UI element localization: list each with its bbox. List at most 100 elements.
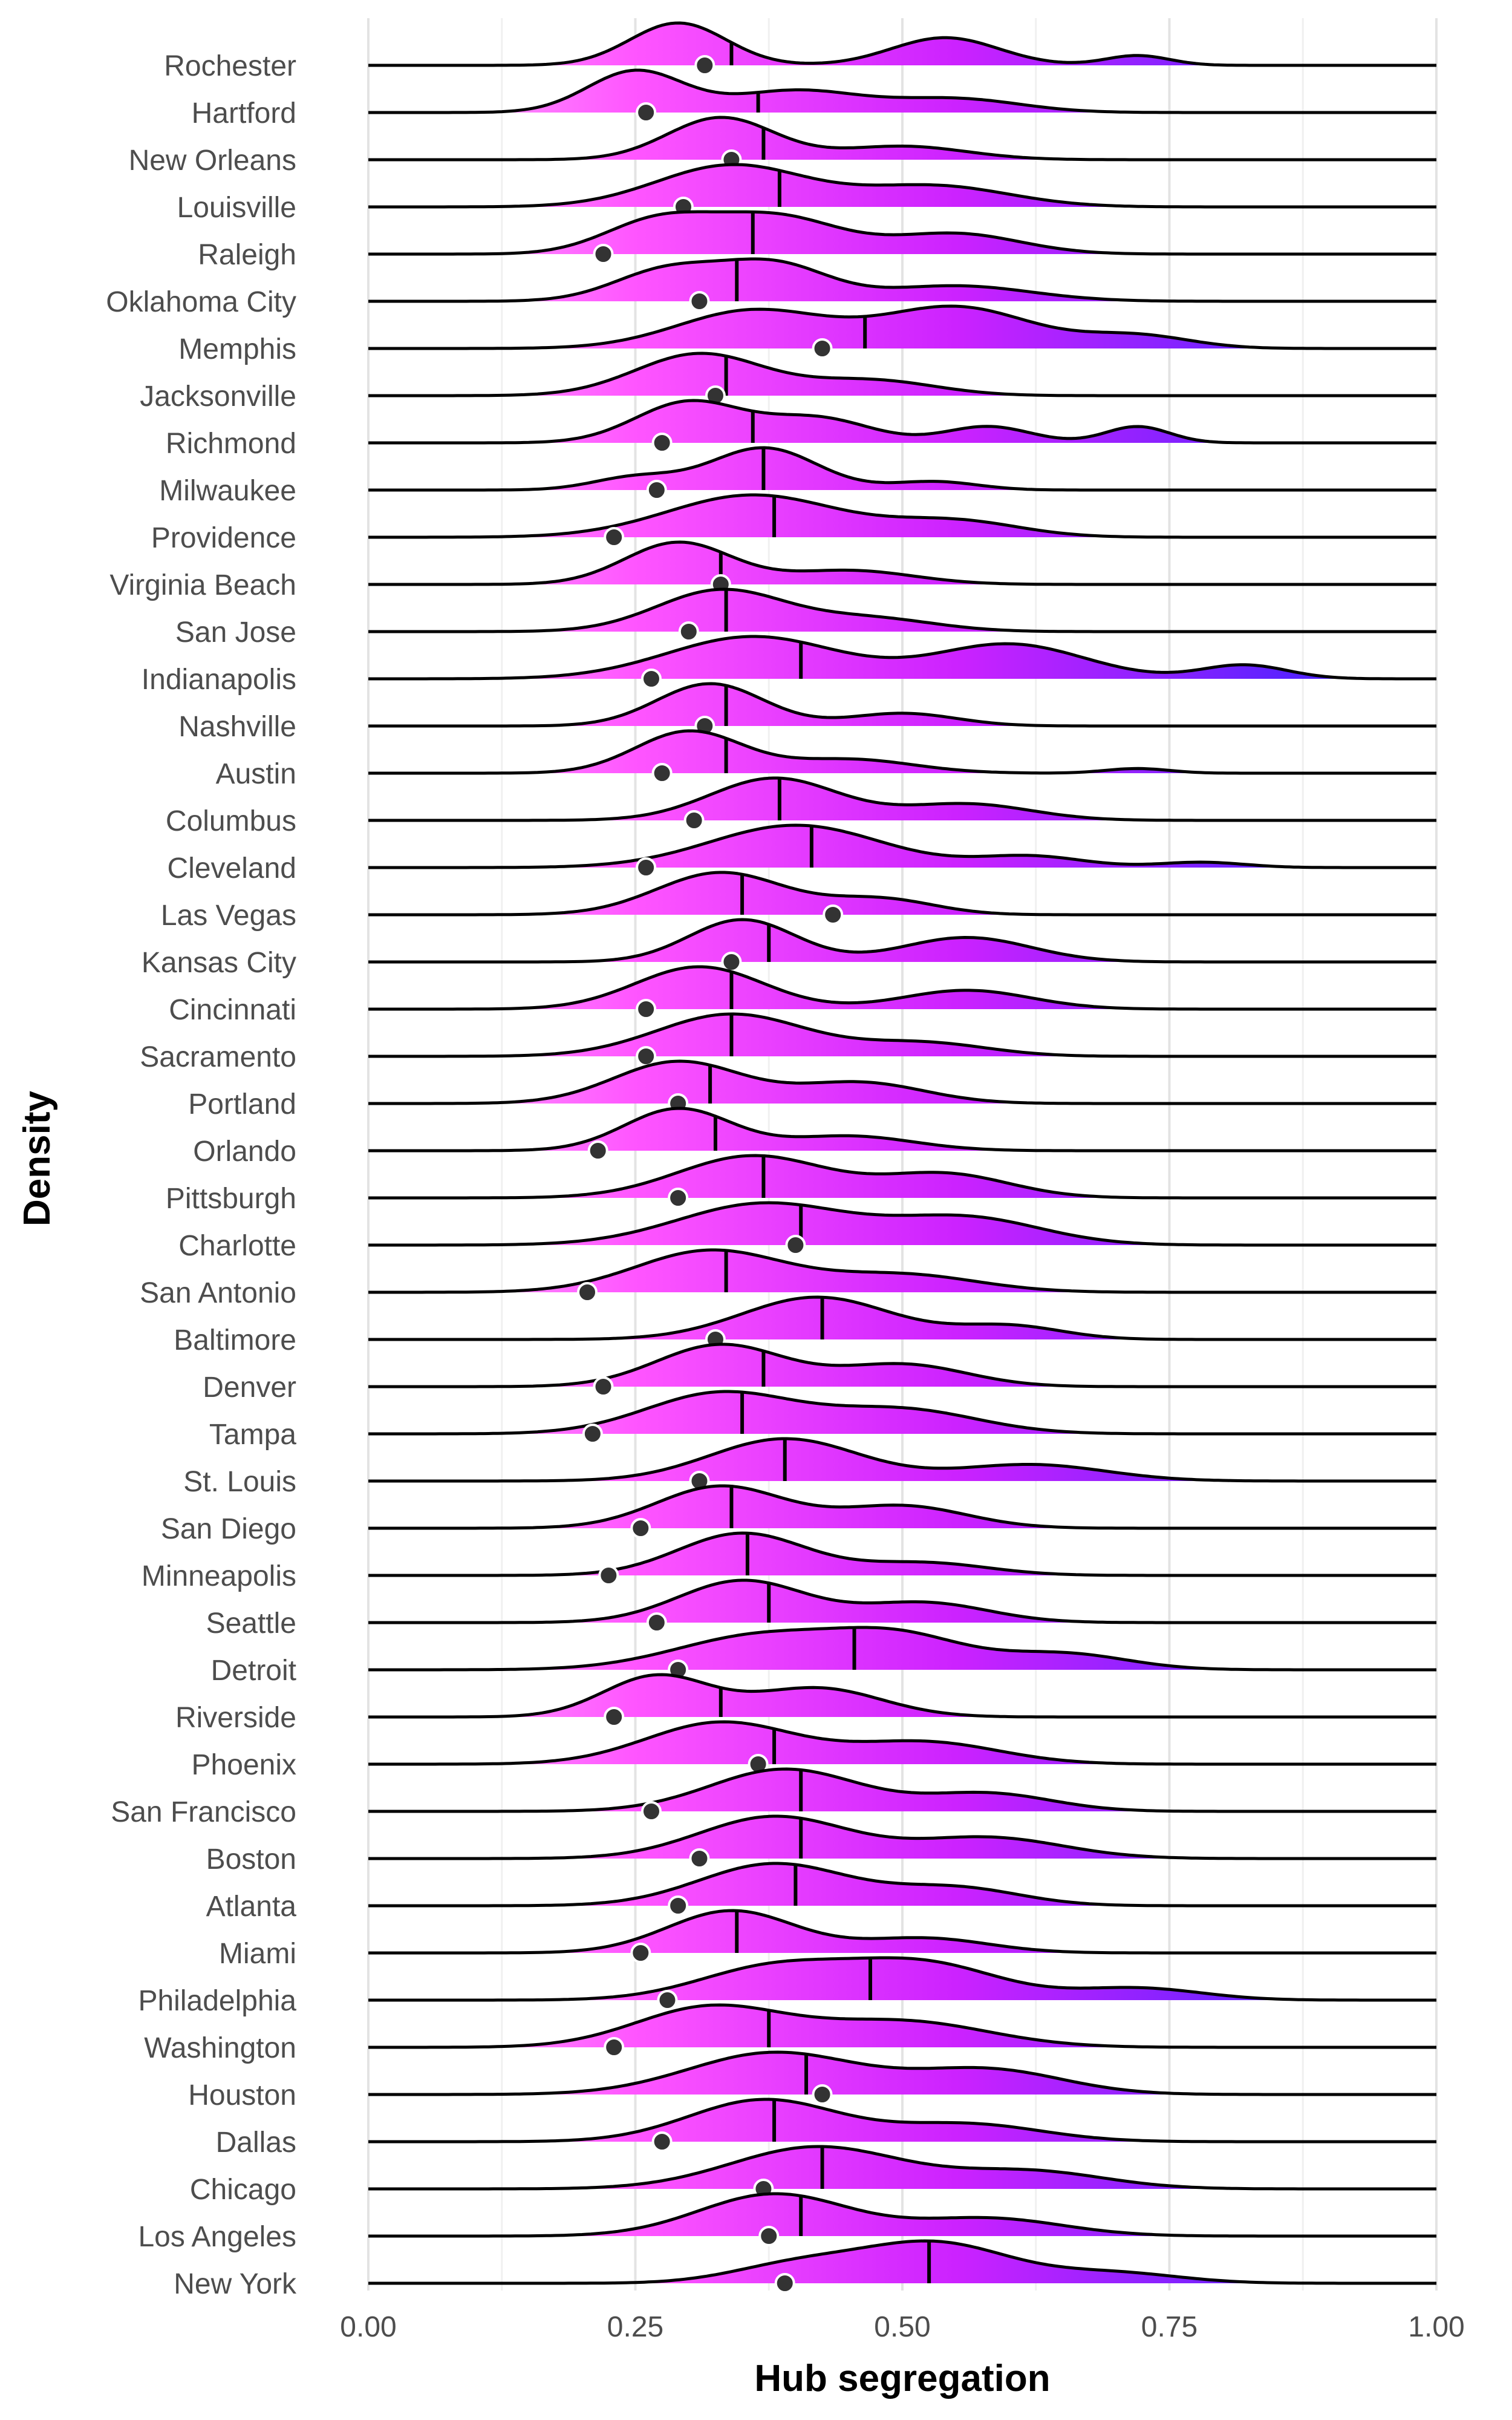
- ridge-oklahoma-city: [368, 257, 1436, 312]
- ridge-los-angeles: [368, 2192, 1436, 2246]
- ridge-tampa: [368, 1390, 1436, 1444]
- ridge-fill: [368, 353, 1436, 396]
- y-tick-label: Boston: [206, 1843, 296, 1876]
- x-tick-label: 0.50: [874, 2311, 930, 2343]
- ridge-miami: [368, 1909, 1436, 1963]
- ridge-san-antonio: [368, 1248, 1436, 1303]
- ridge-washington: [368, 2003, 1436, 2058]
- ridge-outline: [368, 2050, 1436, 2096]
- ridge-indianapolis: [368, 635, 1436, 689]
- city-point: [812, 338, 833, 359]
- ridge-fill: [368, 448, 1436, 490]
- y-tick-label: Detroit: [211, 1655, 296, 1687]
- city-point: [823, 904, 844, 925]
- city-point: [577, 1282, 598, 1303]
- y-tick-label: Miami: [219, 1938, 296, 1970]
- y-tick-label: Hartford: [192, 97, 296, 129]
- ridge-fill: [368, 1439, 1436, 1481]
- ridge-fill: [368, 1580, 1436, 1623]
- ridge-outline: [368, 871, 1436, 917]
- ridge-outline: [368, 257, 1436, 303]
- ridge-outline: [368, 352, 1436, 397]
- y-tick-label: Providence: [151, 522, 296, 554]
- ridge-outline: [368, 1437, 1436, 1483]
- ridge-san-diego: [368, 1484, 1436, 1539]
- ridge-san-francisco: [368, 1767, 1436, 1822]
- ridge-rochester: [368, 21, 1436, 76]
- y-tick-label: Los Angeles: [138, 2221, 296, 2253]
- y-tick-label: New York: [174, 2268, 297, 2300]
- ridge-outline: [368, 2192, 1436, 2238]
- y-tick-label: Virginia Beach: [109, 569, 296, 601]
- ridge-fill: [368, 1958, 1436, 2000]
- ridge-fill: [368, 589, 1436, 632]
- ridge-outline: [368, 587, 1436, 633]
- y-tick-label: Oklahoma City: [106, 286, 296, 318]
- city-point: [598, 1565, 619, 1586]
- ridge-raleigh: [368, 210, 1436, 264]
- y-tick-label: Cleveland: [168, 852, 296, 885]
- city-point: [689, 291, 710, 312]
- ridge-phoenix: [368, 1720, 1436, 1774]
- ridge-fill: [368, 70, 1436, 113]
- y-tick-label: Pittsburgh: [166, 1183, 296, 1215]
- ridge-outline: [368, 116, 1436, 162]
- ridge-fill: [368, 2241, 1436, 2283]
- ridge-outline: [368, 823, 1436, 869]
- ridge-outline: [368, 1154, 1436, 1200]
- ridge-fill: [368, 1108, 1436, 1151]
- ridge-richmond: [368, 399, 1436, 453]
- city-point: [721, 952, 742, 972]
- ridge-fill: [368, 401, 1436, 443]
- y-tick-label: Kansas City: [142, 947, 296, 979]
- ridge-fill: [368, 1769, 1436, 1811]
- city-point: [651, 2131, 673, 2152]
- city-point: [630, 1518, 651, 1539]
- ridge-orlando: [368, 1107, 1436, 1161]
- ridge-outline: [368, 1862, 1436, 1908]
- y-tick-label: Columbus: [166, 805, 296, 837]
- y-tick-label: Baltimore: [174, 1324, 296, 1356]
- ridge-outline: [368, 1626, 1436, 1672]
- y-tick-label: San Antonio: [140, 1277, 296, 1309]
- y-tick-label: Riverside: [175, 1702, 296, 1734]
- ridge-jacksonville: [368, 352, 1436, 406]
- ridge-fill: [368, 1014, 1436, 1056]
- ridge-outline: [368, 68, 1436, 114]
- y-tick-label: Las Vegas: [161, 900, 296, 932]
- ridge-columbus: [368, 776, 1436, 831]
- ridge-fill: [368, 1816, 1436, 1859]
- ridge-fill: [368, 684, 1436, 726]
- ridge-outline: [368, 1107, 1436, 1153]
- ridge-outline: [368, 2098, 1436, 2144]
- ridge-fill: [368, 1392, 1436, 1434]
- ridge-outline: [368, 304, 1436, 350]
- ridge-denver: [368, 1342, 1436, 1397]
- ridge-fill: [368, 920, 1436, 962]
- y-tick-label: Milwaukee: [159, 475, 296, 507]
- ridge-outline: [368, 1295, 1436, 1341]
- ridge-fill: [368, 1297, 1436, 1339]
- city-point: [651, 433, 673, 453]
- ridge-fill: [368, 1627, 1436, 1670]
- ridge-dallas: [368, 2098, 1436, 2152]
- y-tick-label: Minneapolis: [142, 1560, 296, 1592]
- y-tick-label: Louisville: [177, 192, 296, 224]
- ridge-fill: [368, 1486, 1436, 1528]
- ridge-san-jose: [368, 587, 1436, 642]
- ridge-pittsburgh: [368, 1154, 1436, 1208]
- ridge-outline: [368, 1484, 1436, 1530]
- x-axis-title: Hub segregation: [754, 2358, 1050, 2399]
- ridge-outline: [368, 2003, 1436, 2049]
- city-point: [604, 2037, 625, 2058]
- ridge-fill: [368, 2194, 1436, 2236]
- y-tick-label: Phoenix: [192, 1749, 296, 1781]
- y-tick-label: Richmond: [166, 428, 296, 460]
- ridge-riverside: [368, 1673, 1436, 1727]
- ridge-memphis: [368, 304, 1436, 359]
- ridge-fill: [368, 967, 1436, 1009]
- ridge-minneapolis: [368, 1531, 1436, 1586]
- y-tick-label: Raleigh: [198, 239, 296, 271]
- y-tick-label: Seattle: [206, 1607, 296, 1640]
- ridge-fill: [368, 778, 1436, 820]
